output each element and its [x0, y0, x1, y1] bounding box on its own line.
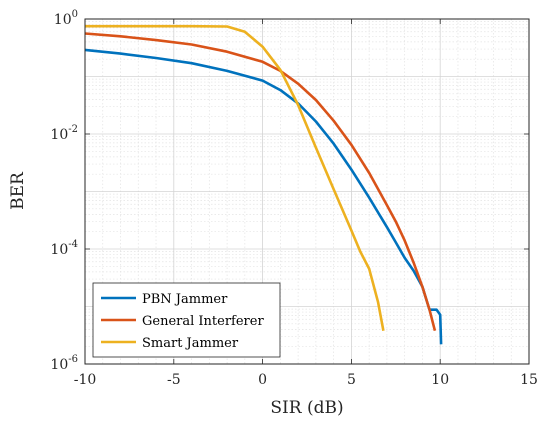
- series-layer: [84, 24, 443, 345]
- x-tick-label: 0: [258, 372, 267, 388]
- legend-label-smart-jammer: Smart Jammer: [142, 336, 239, 351]
- y-tick-label: 10-4: [50, 239, 78, 258]
- x-tick-label: 5: [347, 372, 356, 388]
- y-tick-label: 100: [54, 9, 78, 28]
- legend-label-general-interferer: General Interferer: [142, 314, 264, 329]
- axis-ticks: [84, 18, 530, 365]
- series-line-general-interferer: [84, 32, 437, 332]
- x-tick-labels: -10 -5 0 5 10 15: [74, 372, 538, 388]
- plot-frame: [84, 18, 530, 365]
- x-axis-title: SIR (dB): [270, 398, 343, 418]
- y-tick-label: 10-2: [50, 124, 78, 143]
- legend: PBN Jammer General Interferer Smart Jamm…: [92, 282, 281, 358]
- legend-label-pbn-jammer: PBN Jammer: [142, 292, 228, 307]
- x-tick-label: 10: [431, 372, 449, 388]
- series-line-smart-jammer: [85, 24, 385, 331]
- x-tick-label: -10: [74, 372, 97, 388]
- x-tick-label: 15: [520, 372, 538, 388]
- y-tick-label: 10-6: [50, 354, 78, 373]
- y-axis-title: BER: [8, 171, 28, 210]
- x-tick-label: -5: [167, 372, 181, 388]
- y-tick-labels: 10-6 10-4 10-2 100: [50, 9, 78, 373]
